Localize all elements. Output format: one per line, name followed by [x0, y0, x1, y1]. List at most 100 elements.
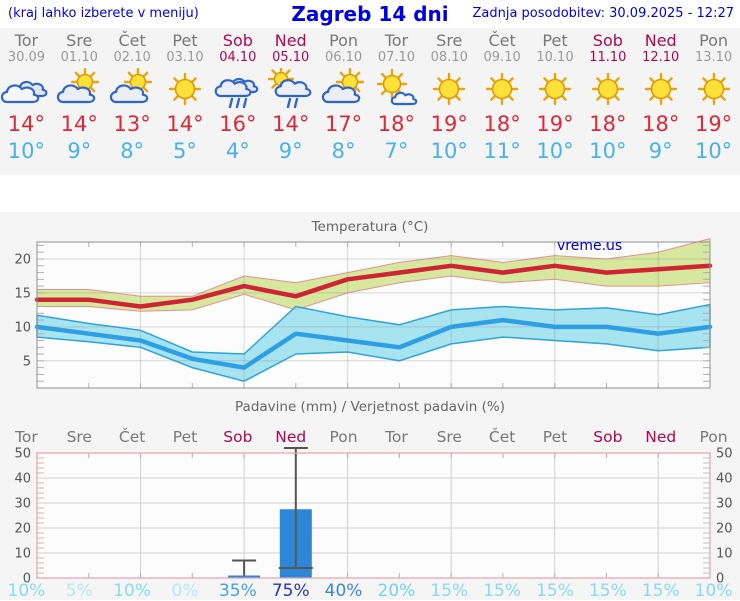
forecast-strip: Tor 30.09 14° 10° Sre 01.10 14° 9° Čet 02.10 13° 8°…	[0, 28, 740, 175]
svg-text:20: 20	[716, 522, 733, 537]
min-temperature: 10°	[694, 139, 733, 163]
day-date: 03.10	[166, 50, 204, 65]
sunny-icon	[644, 72, 677, 106]
day-column: Ned 12.10 18° 9°	[634, 28, 687, 175]
day-date: 30.09	[7, 50, 46, 65]
sunny-icon	[168, 72, 202, 106]
day-date: 12.10	[642, 50, 680, 65]
day-column: Pon 13.10 19° 10°	[687, 28, 740, 175]
svg-text:20: 20	[14, 253, 31, 268]
svg-text:5: 5	[23, 354, 31, 369]
sunny-icon	[485, 72, 519, 106]
day-column: Pon 06.10 17° 8°	[317, 28, 370, 175]
min-temperature: 8°	[331, 139, 356, 163]
day-name: Tor	[384, 31, 409, 50]
max-temperature: 13°	[113, 112, 151, 136]
max-temperature: 16°	[219, 112, 257, 136]
min-temperature: 4°	[225, 139, 250, 163]
svg-text:10: 10	[14, 547, 31, 562]
day-date: 09.10	[483, 50, 521, 65]
precip-day-label: Pet	[172, 428, 198, 446]
day-name: Pon	[699, 31, 729, 50]
precip-day-label: Sob	[223, 428, 253, 446]
day-name: Tor	[14, 31, 39, 50]
svg-text:0: 0	[716, 572, 724, 587]
svg-text:20: 20	[14, 522, 31, 537]
day-column: Čet 02.10 13° 8°	[106, 28, 159, 175]
partly-cloudy-icon	[109, 68, 153, 104]
precip-probability-label: 15%	[641, 581, 680, 601]
partly-cloudy-icon	[321, 68, 364, 104]
day-column: Tor 30.09 14° 10°	[0, 28, 53, 175]
sunny-icon	[591, 72, 625, 106]
precip-probability-label: 75%	[271, 581, 310, 601]
day-name: Pet	[172, 31, 198, 50]
precip-probability-label: 15%	[430, 581, 469, 601]
precip-day-label: Ned	[645, 428, 677, 446]
precip-probability-label: 15%	[588, 581, 627, 601]
day-name: Pet	[542, 31, 568, 50]
precip-day-label: Sob	[593, 428, 623, 446]
min-temperature: 9°	[278, 139, 303, 163]
max-temperature: 14°	[60, 112, 98, 136]
sun-rain-icon	[267, 68, 312, 109]
last-updated: Zadnja posodobitev: 30.09.2025 - 12:27	[472, 6, 734, 21]
sunny-icon	[538, 72, 572, 106]
day-date: 13.10	[694, 50, 733, 65]
day-date: 10.10	[536, 50, 574, 65]
day-name: Čet	[488, 31, 516, 50]
max-temperature: 17°	[324, 112, 363, 136]
max-temperature: 14°	[7, 112, 46, 136]
precipitation-chart-title: Padavine (mm) / Verjetnost padavin (%)	[235, 399, 505, 415]
day-date: 08.10	[430, 50, 468, 65]
precip-probability-label: 0%	[171, 581, 199, 601]
day-column: Sob 11.10 18° 10°	[581, 28, 634, 175]
min-temperature: 8°	[120, 139, 145, 163]
max-temperature: 14°	[166, 112, 204, 136]
precipitation-day-labels: Tor Sre Čet Pet Sob Ned Pon Tor Sre Čet Pet Sob Ned P…	[0, 428, 740, 446]
day-date: 11.10	[589, 50, 627, 65]
precip-day-label: Ned	[275, 428, 307, 446]
mostly-sunny-icon	[377, 68, 418, 106]
max-temperature: 18°	[642, 112, 680, 136]
day-column: Sob 04.10 16° 4°	[211, 28, 264, 175]
min-temperature: 10°	[536, 139, 574, 163]
precip-probability-label: 20%	[377, 581, 416, 601]
cloudy-icon	[1, 80, 48, 104]
min-temperature: 10°	[430, 139, 468, 163]
day-date: 01.10	[60, 50, 98, 65]
svg-text:0: 0	[23, 572, 31, 587]
svg-text:15: 15	[14, 286, 31, 301]
min-temperature: 11°	[483, 139, 521, 163]
day-date: 07.10	[377, 50, 416, 65]
day-name: Ned	[274, 31, 307, 50]
partly-cloudy-icon	[57, 68, 100, 104]
day-name: Čet	[118, 31, 146, 50]
precip-day-label: Pon	[329, 428, 358, 446]
precip-probability-label: 10%	[694, 581, 733, 601]
precip-probability-label: 15%	[483, 581, 522, 601]
max-temperature: 18°	[589, 112, 627, 136]
min-temperature: 10°	[589, 139, 627, 163]
temperature-chart-title: Temperatura (°C)	[311, 219, 429, 235]
watermark: vreme.us	[557, 238, 623, 254]
precip-probability-label: 40%	[324, 581, 363, 601]
precipitation-chart: 0 0 10 10 20 20 30 30 40 40 50 50	[14, 447, 733, 587]
svg-text:30: 30	[14, 497, 31, 512]
precip-day-label: Čet	[118, 428, 146, 446]
precip-day-label: Sre	[66, 428, 92, 446]
max-temperature: 19°	[536, 112, 574, 136]
day-column: Sre 01.10 14° 9°	[53, 28, 106, 175]
min-temperature: 10°	[7, 139, 46, 163]
precip-probability-label: 10%	[113, 581, 152, 601]
day-column: Pet 03.10 14° 5°	[159, 28, 212, 175]
precip-day-label: Tor	[385, 428, 408, 446]
day-name: Sob	[592, 31, 623, 50]
temperature-chart: 5 10 15 20	[14, 237, 713, 389]
max-temperature: 18°	[377, 112, 416, 136]
day-name: Sre	[66, 31, 93, 50]
precipitation-bar	[228, 575, 261, 578]
svg-text:10: 10	[14, 320, 31, 335]
svg-text:50: 50	[716, 447, 733, 462]
precip-day-label: Pon	[699, 428, 728, 446]
